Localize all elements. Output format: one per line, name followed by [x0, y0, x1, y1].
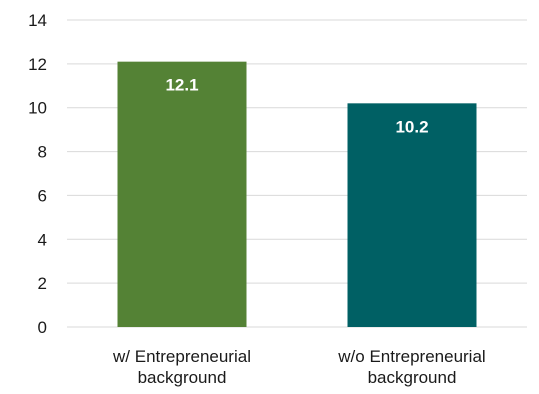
bar-value-label: 10.2 [395, 117, 428, 136]
y-tick-label: 0 [38, 318, 47, 337]
y-tick-label: 14 [28, 11, 47, 30]
y-tick-label: 6 [38, 186, 47, 205]
category-label: background [138, 368, 227, 387]
y-tick-label: 10 [28, 99, 47, 118]
category-label: background [368, 368, 457, 387]
category-labels: w/ Entrepreneurial background w/o Entrepre… [112, 347, 486, 387]
data-labels: 12.1 10.2 [165, 76, 428, 137]
bar-value-label: 12.1 [165, 76, 198, 95]
y-tick-label: 4 [38, 230, 47, 249]
y-tick-label: 8 [38, 143, 47, 162]
bar-1 [117, 61, 247, 328]
y-axis-tick-labels: 0 2 4 6 8 10 12 14 [28, 11, 47, 337]
bars [117, 61, 477, 328]
bar-2 [347, 103, 477, 327]
category-label: w/o Entrepreneurial [337, 347, 485, 366]
y-tick-label: 2 [38, 274, 47, 293]
category-label: w/ Entrepreneurial [112, 347, 251, 366]
y-tick-label: 12 [28, 55, 47, 74]
